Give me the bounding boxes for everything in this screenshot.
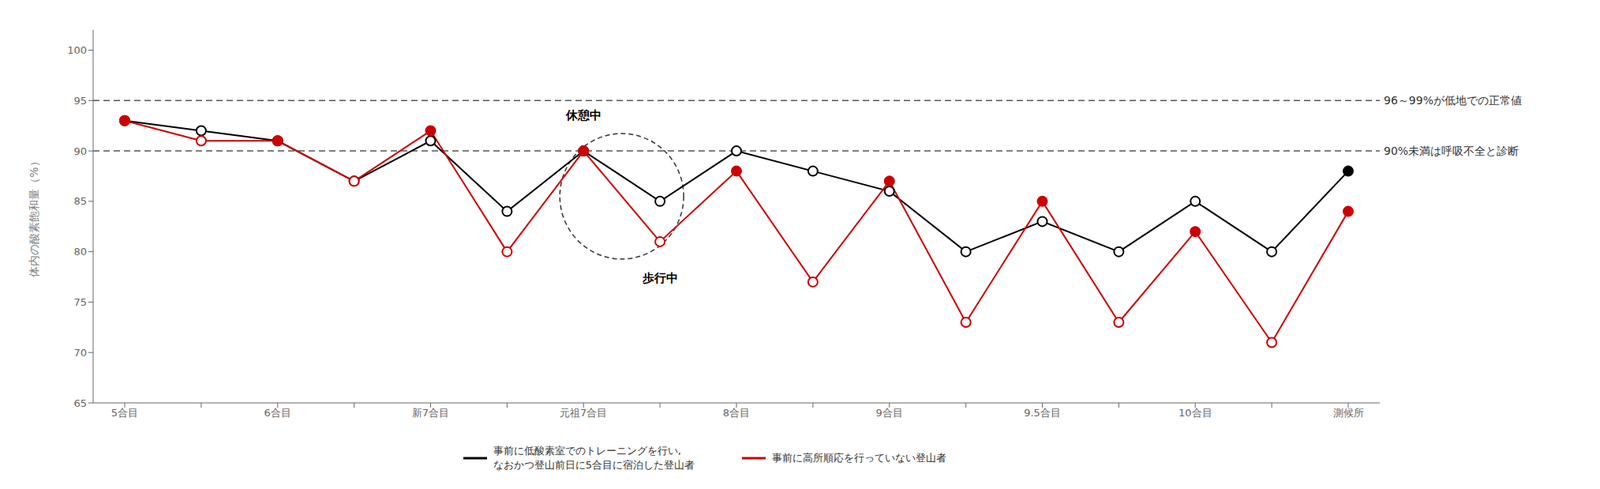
svg-text:6合目: 6合目 [264, 406, 292, 419]
svg-text:9.5合目: 9.5合目 [1023, 406, 1061, 419]
svg-text:90: 90 [73, 145, 87, 158]
svg-text:5合目: 5合目 [111, 406, 139, 419]
svg-text:10合目: 10合目 [1178, 406, 1213, 419]
html-text:事前に高所順応を行っていない登山者: 事前に高所順応を行っていない登山者 [772, 451, 947, 464]
svg-text:8合目: 8合目 [723, 406, 750, 419]
svg-text:休憩中: 休憩中 [565, 108, 602, 123]
svg-text:元祖7合目: 元祖7合目 [559, 406, 608, 419]
svg-text:90%未満は呼吸不全と診断: 90%未満は呼吸不全と診断 [1383, 144, 1519, 158]
svg-text:80: 80 [73, 245, 87, 258]
svg-text:体内の酸素飽和量（%）: 体内の酸素飽和量（%） [27, 155, 41, 277]
svg-text:歩行中: 歩行中 [641, 270, 679, 285]
svg-text:75: 75 [73, 296, 87, 308]
svg-text:9合目: 9合目 [876, 406, 904, 419]
svg-text:96～99%が低地での正常値: 96～99%が低地での正常値 [1383, 93, 1522, 107]
svg-text:100: 100 [67, 44, 87, 57]
svg-text:85: 85 [73, 194, 87, 207]
svg-text:新7合目: 新7合目 [412, 406, 450, 419]
html-text:事前に低酸素室でのトレーニングを行い, なおかつ登山前日に5: 事前に低酸素室でのトレーニングを行い, なおかつ登山前日に5合目に宿泊した登山者 [493, 444, 695, 471]
svg-text:95: 95 [73, 94, 87, 107]
svg-text:70: 70 [73, 346, 87, 359]
svg-text:測候所: 測候所 [1333, 406, 1364, 419]
svg-text:65: 65 [73, 397, 87, 409]
